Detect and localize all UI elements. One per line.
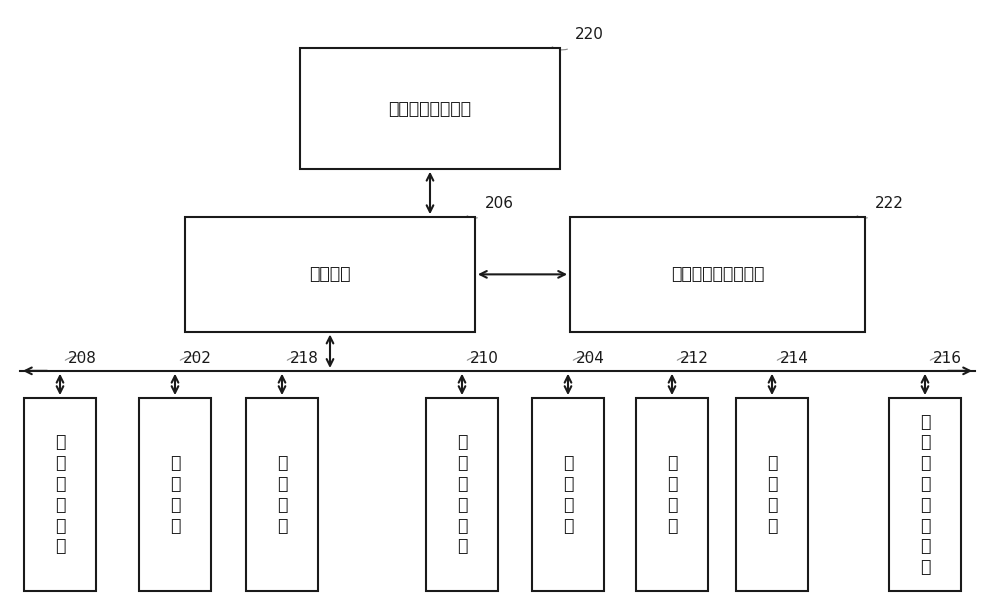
Text: 注
射
装
置: 注 射 装 置: [767, 454, 777, 535]
Bar: [570, 217, 865, 332]
Text: 输
血
装
置: 输 血 装 置: [170, 454, 180, 535]
Bar: [24, 398, 96, 591]
Bar: [889, 398, 961, 591]
Text: 触摸控制显示装置: 触摸控制显示装置: [388, 99, 472, 118]
Bar: [139, 398, 211, 591]
Text: 208: 208: [68, 351, 97, 366]
Text: 电池及功率管理装置: 电池及功率管理装置: [671, 265, 764, 283]
Text: 220: 220: [575, 27, 604, 42]
Bar: [532, 398, 604, 591]
Text: 主控装置: 主控装置: [309, 265, 351, 283]
Text: 报
警
装
置: 报 警 装 置: [667, 454, 677, 535]
Text: 206: 206: [485, 196, 514, 211]
Text: 218: 218: [290, 351, 319, 366]
Text: 216: 216: [933, 351, 962, 366]
Bar: [636, 398, 708, 591]
Text: 第
一
秤
重
装
置: 第 一 秤 重 装 置: [55, 434, 65, 555]
Bar: [426, 398, 498, 591]
Bar: [300, 48, 560, 169]
Text: 生
理
参
数
监
测
装
置: 生 理 参 数 监 测 装 置: [920, 412, 930, 576]
Bar: [246, 398, 318, 591]
Text: 222: 222: [875, 196, 904, 211]
Bar: [736, 398, 808, 591]
Text: 加
热
装
置: 加 热 装 置: [277, 454, 287, 535]
Text: 202: 202: [183, 351, 212, 366]
Text: 212: 212: [680, 351, 709, 366]
Text: 214: 214: [780, 351, 809, 366]
Text: 抽
血
装
置: 抽 血 装 置: [563, 454, 573, 535]
Bar: [185, 217, 475, 332]
Text: 210: 210: [470, 351, 499, 366]
Text: 第
二
秤
重
装
置: 第 二 秤 重 装 置: [457, 434, 467, 555]
Text: 204: 204: [576, 351, 605, 366]
